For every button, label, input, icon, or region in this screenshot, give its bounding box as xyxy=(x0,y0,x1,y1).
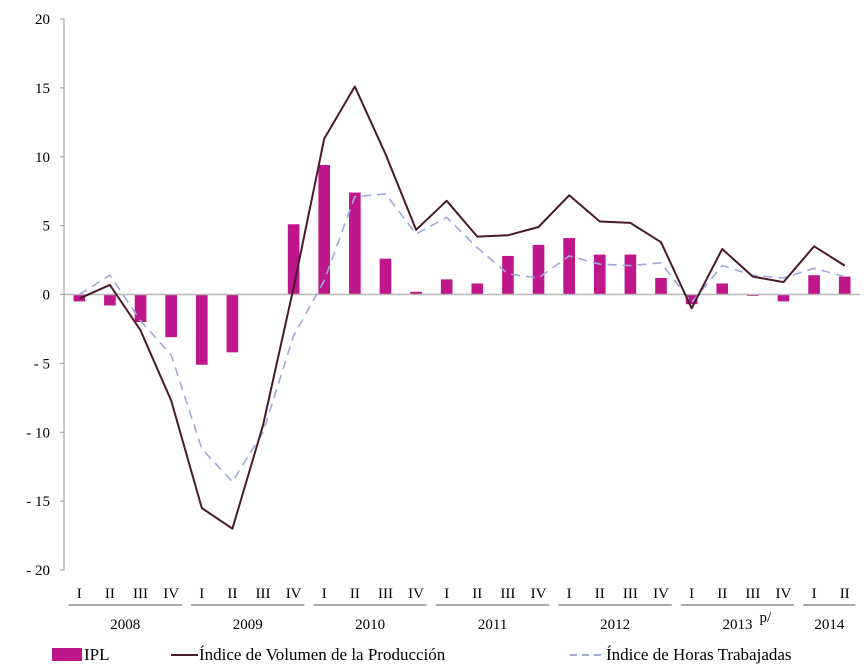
year-label: 2009 xyxy=(233,617,263,633)
bar-ipl xyxy=(471,283,484,295)
bar-ipl xyxy=(655,277,667,295)
bar-ipl xyxy=(593,254,606,295)
lines-layer xyxy=(78,85,846,530)
bar-ipl xyxy=(134,294,147,323)
bar-ipl xyxy=(104,294,116,306)
bar-ipl xyxy=(287,224,300,295)
year-superscript: p/ xyxy=(760,610,773,626)
bar-ipl xyxy=(379,258,392,295)
bar-ipl xyxy=(532,244,545,295)
x-tick-label: I xyxy=(689,586,694,602)
y-tick-label: 5 xyxy=(43,219,51,235)
bar-ipl xyxy=(165,294,177,338)
line-indice-volumen xyxy=(78,85,846,530)
x-tick-label: II xyxy=(350,586,360,602)
bar-ipl xyxy=(716,283,729,295)
year-label: 2014 xyxy=(814,617,845,633)
x-tick-label: III xyxy=(745,586,760,602)
legend-swatch-ipl xyxy=(52,648,82,661)
x-tick-label: II xyxy=(472,586,482,602)
bars-layer xyxy=(73,165,851,365)
x-tick-label: IV xyxy=(163,586,179,602)
legend: IPL Índice de Volumen de la Producción Í… xyxy=(52,645,792,664)
year-label: 2010 xyxy=(355,617,385,633)
y-tick-label: 15 xyxy=(35,81,50,97)
x-tick-label: IV xyxy=(531,586,547,602)
bar-ipl xyxy=(777,294,790,302)
line-indice-horas xyxy=(78,193,845,483)
x-tick-label: IV xyxy=(776,586,792,602)
x-tick-label: III xyxy=(378,586,393,602)
x-tick-label: I xyxy=(199,586,204,602)
x-tick-label: I xyxy=(567,586,572,602)
x-tick-label: I xyxy=(444,586,449,602)
bar-ipl xyxy=(226,294,239,353)
year-label: 2013 xyxy=(723,617,753,633)
bar-ipl xyxy=(440,279,453,295)
x-tick-label: I xyxy=(77,586,82,602)
bar-ipl xyxy=(502,255,514,295)
x-tick-label: IV xyxy=(653,586,669,602)
y-tick-label: - 15 xyxy=(26,494,50,510)
year-labels: 2008 2009 2010 2011 2012 2013 p/2014 xyxy=(68,604,856,633)
y-tick-label: 0 xyxy=(43,288,51,304)
legend-label-ivp: Índice de Volumen de la Producción xyxy=(199,645,446,664)
year-label: 2008 xyxy=(110,617,140,633)
year-label: 2012 xyxy=(600,617,630,633)
y-ticks: 20 15 10 5 0 - 5 - 10 - 15 - 20 xyxy=(26,12,64,579)
x-tick-label: I xyxy=(812,586,817,602)
x-tick-label: III xyxy=(256,586,271,602)
x-ticks: I II III IV I II III IV I II III IV I II III IV I II III IV… xyxy=(77,586,850,602)
y-tick-label: 20 xyxy=(35,12,50,28)
y-tick-label: - 20 xyxy=(26,563,50,579)
x-tick-label: II xyxy=(717,586,727,602)
x-tick-label: III xyxy=(133,586,148,602)
year-label: 2011 xyxy=(478,617,507,633)
x-tick-label: II xyxy=(595,586,605,602)
x-tick-label: II xyxy=(227,586,237,602)
x-tick-label: II xyxy=(840,586,850,602)
x-tick-label: IV xyxy=(408,586,424,602)
bar-ipl xyxy=(808,275,820,295)
x-tick-label: II xyxy=(105,586,115,602)
x-tick-label: IV xyxy=(286,586,302,602)
x-tick-label: III xyxy=(500,586,515,602)
x-tick-label: I xyxy=(322,586,327,602)
legend-label-iht: Índice de Horas Trabajadas xyxy=(606,645,792,664)
y-tick-label: - 10 xyxy=(26,425,50,441)
y-tick-label: 10 xyxy=(35,150,50,166)
bar-ipl xyxy=(318,165,331,295)
bar-ipl xyxy=(624,254,637,295)
legend-label-ipl: IPL xyxy=(84,645,110,664)
bar-ipl xyxy=(685,294,698,305)
bar-ipl xyxy=(563,238,575,295)
y-tick-label: - 5 xyxy=(34,356,50,372)
bar-ipl xyxy=(410,291,422,295)
bar-ipl xyxy=(838,276,851,295)
bar-ipl xyxy=(195,294,208,365)
bar-ipl xyxy=(349,192,361,295)
x-tick-label: III xyxy=(623,586,638,602)
